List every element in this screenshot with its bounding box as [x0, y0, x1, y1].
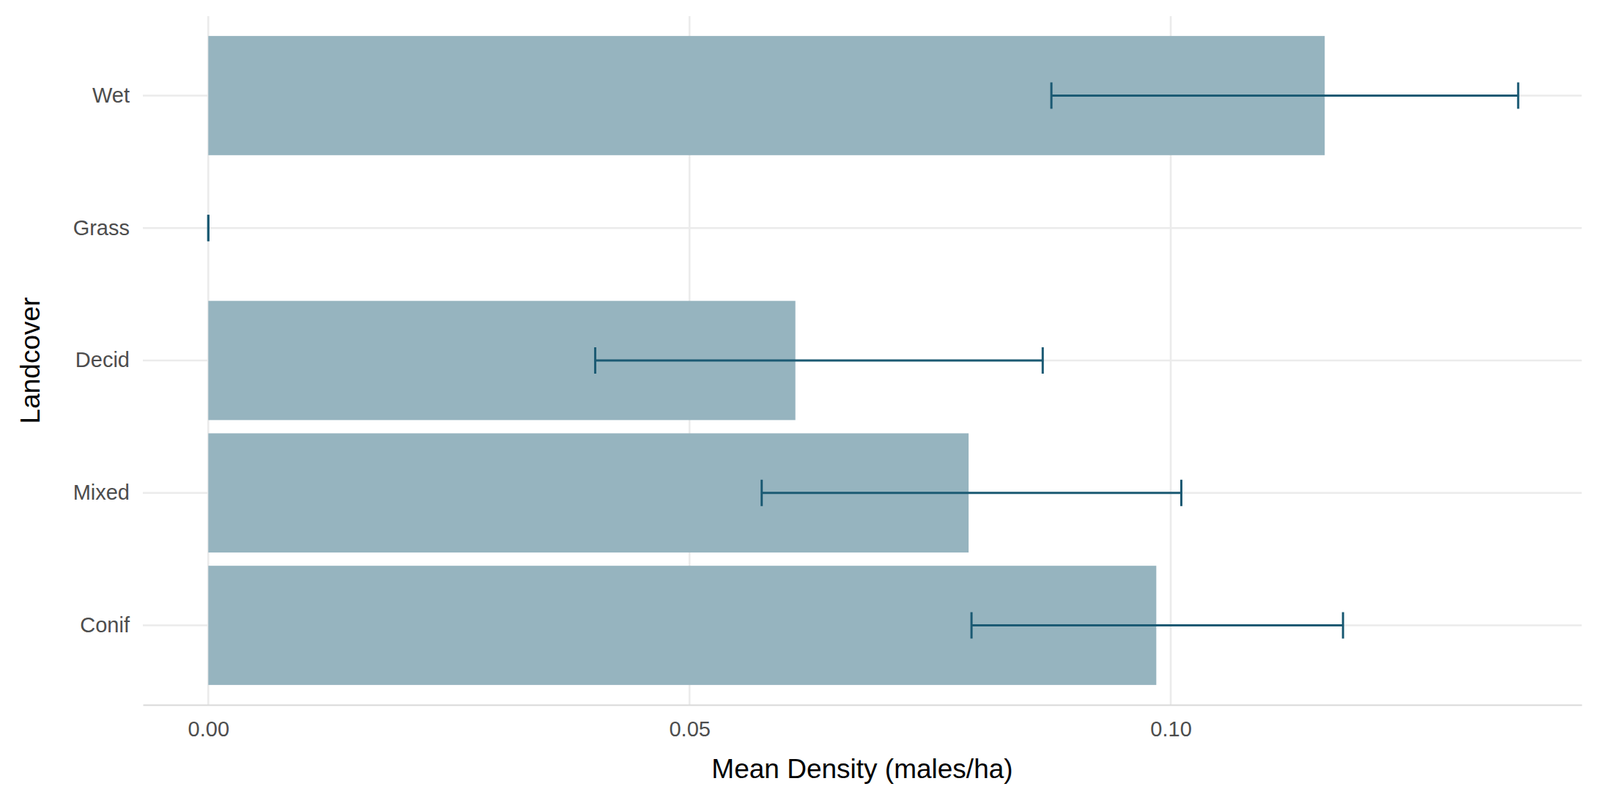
tick: Mixed: [73, 480, 143, 505]
error-bar: [1051, 82, 1518, 109]
y-axis-title: Landcover: [15, 297, 46, 425]
tick: Decid: [75, 347, 143, 372]
tick: 0.05: [668, 704, 710, 741]
tick-label: Conif: [79, 613, 131, 637]
error-bar-cap: [1342, 612, 1345, 639]
error-bar-cap: [207, 214, 210, 242]
error-bar: [761, 479, 1182, 507]
bar: [208, 168, 209, 288]
tick-label: 0.05: [668, 717, 710, 741]
error-bar-cap: [970, 612, 973, 639]
error-bar-cap: [1517, 82, 1520, 109]
error-bar-line: [594, 359, 1043, 362]
tick-label: Mixed: [73, 480, 130, 505]
error-bar-cap: [1180, 479, 1183, 507]
x-axis-title: Mean Density (males/ha): [711, 753, 1013, 784]
grid-line: [142, 227, 1582, 230]
tick: Grass: [73, 216, 143, 240]
tick: 0.00: [188, 704, 230, 741]
y-axis: Wet Grass Decid Mixed Conif: [73, 83, 143, 637]
error-bar-cap: [594, 347, 597, 374]
chart: 0.00 0.05 0.10 Wet Grass Decid Mixed Conif Mean …: [0, 0, 1600, 803]
error-bar-line: [761, 491, 1182, 494]
error-bar-cap: [760, 479, 763, 507]
axis-line: [143, 704, 1583, 707]
tick-label: 0.10: [1150, 717, 1192, 741]
x-axis: 0.00 0.05 0.10: [143, 704, 1583, 741]
error-bar: [971, 612, 1343, 639]
error-bar-line: [971, 624, 1343, 627]
tick-label: Decid: [75, 347, 130, 372]
error-bar-cap: [207, 214, 210, 242]
error-bar-cap: [1050, 82, 1053, 109]
error-bar-cap: [1041, 347, 1044, 374]
tick: 0.10: [1150, 704, 1192, 741]
tick: Conif: [79, 613, 143, 637]
tick-label: 0.00: [188, 717, 230, 741]
plot-area: [208, 35, 1518, 685]
error-bar: [208, 214, 209, 242]
tick-label: Grass: [73, 216, 130, 240]
grid: [142, 16, 1582, 705]
error-bar-line: [1051, 94, 1518, 97]
tick: Wet: [92, 83, 143, 107]
tick-label: Wet: [92, 83, 130, 107]
error-bar: [594, 347, 1043, 374]
